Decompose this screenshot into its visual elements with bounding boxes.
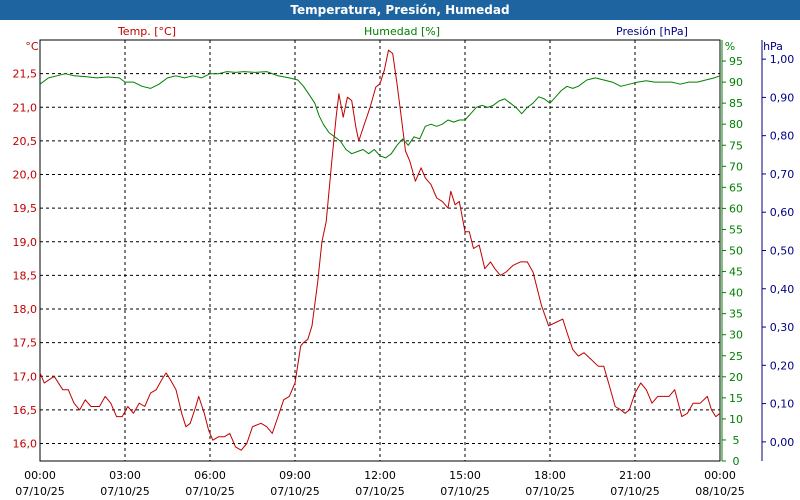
hum-tick-label: 40 (729, 287, 743, 300)
temp-tick-label: 18,5 (13, 269, 38, 282)
x-tick-time: 00:00 (24, 469, 56, 482)
hum-tick-label: 55 (729, 223, 743, 236)
hum-tick-label: 95 (729, 55, 743, 68)
pres-tick-label: 0,40 (770, 283, 795, 296)
pres-tick-label: 0,70 (770, 168, 795, 181)
x-tick-date: 07/10/25 (525, 485, 574, 498)
chart: 00:00 07/10/25 03:00 07/10/25 06:00 07/10/25 0… (13, 25, 795, 498)
hum-tick-label: 0 (733, 455, 740, 468)
hum-unit-label: % (725, 40, 735, 53)
x-tick-date: 08/10/25 (695, 485, 744, 498)
hum-tick-label: 20 (729, 371, 743, 384)
temp-series-label: Temp. [°C] (117, 25, 176, 38)
x-tick-time: 09:00 (279, 469, 311, 482)
pres-tick-label: 0,80 (770, 130, 795, 143)
hum-tick-label: 50 (729, 245, 743, 258)
x-tick-date: 07/10/25 (185, 485, 234, 498)
temp-tick-label: 20,0 (13, 169, 38, 182)
x-tick-date: 07/10/25 (440, 485, 489, 498)
window-title: Temperatura, Presión, Humedad (0, 0, 800, 20)
hum-tick-label: 60 (729, 202, 743, 215)
pres-tick-label: 1,00 (770, 53, 795, 66)
hum-tick-label: 35 (729, 308, 743, 321)
temp-tick-label: 18,0 (13, 303, 38, 316)
pres-tick-label: 0,10 (770, 398, 795, 411)
temp-tick-label: 21,5 (13, 68, 38, 81)
hum-tick-label: 90 (729, 76, 743, 89)
x-tick-time: 12:00 (364, 469, 396, 482)
temp-tick-label: 16,5 (13, 404, 38, 417)
hum-tick-label: 10 (729, 413, 743, 426)
x-tick-date: 07/10/25 (100, 485, 149, 498)
x-tick-time: 00:00 (704, 469, 736, 482)
x-tick-date: 07/10/25 (15, 485, 64, 498)
hum-tick-label: 65 (729, 181, 743, 194)
temp-tick-label: 20,5 (13, 135, 38, 148)
hum-tick-label: 45 (729, 266, 743, 279)
pres-tick-label: 0,00 (770, 436, 795, 449)
x-tick-time: 03:00 (109, 469, 141, 482)
x-tick-date: 07/10/25 (270, 485, 319, 498)
hum-tick-label: 15 (729, 392, 743, 405)
hum-tick-label: 30 (729, 329, 743, 342)
hum-tick-label: 80 (729, 118, 743, 131)
hum-tick-label: 75 (729, 139, 743, 152)
plot-frame (39, 39, 721, 462)
hum-series-line (39, 71, 721, 159)
x-tick-time: 15:00 (449, 469, 481, 482)
pres-series-label: Presión [hPa] (616, 25, 688, 38)
temp-tick-label: 17,0 (13, 370, 38, 383)
pres-tick-label: 0,60 (770, 206, 795, 219)
pres-tick-label: 0,20 (770, 359, 795, 372)
temp-tick-label: 16,0 (13, 438, 38, 451)
temp-unit-label: °C (25, 40, 39, 53)
hum-series-label: Humedad [%] (364, 25, 440, 38)
hum-tick-label: 85 (729, 97, 743, 110)
x-tick-time: 21:00 (619, 469, 651, 482)
temp-tick-label: 21,0 (13, 101, 38, 114)
temp-tick-label: 19,5 (13, 202, 38, 215)
x-tick-time: 06:00 (194, 469, 226, 482)
hum-tick-label: 70 (729, 160, 743, 173)
x-tick-time: 18:00 (534, 469, 566, 482)
x-tick-date: 07/10/25 (610, 485, 659, 498)
pres-unit-label: hPa (763, 40, 783, 53)
temp-tick-label: 19,0 (13, 236, 38, 249)
hum-tick-label: 25 (729, 350, 743, 363)
x-tick-date: 07/10/25 (355, 485, 404, 498)
temp-tick-label: 17,5 (13, 337, 38, 350)
pres-tick-label: 0,90 (770, 91, 795, 104)
hum-tick-label: 5 (733, 434, 740, 447)
pres-tick-label: 0,50 (770, 245, 795, 258)
pres-tick-label: 0,30 (770, 321, 795, 334)
temp-series-line (39, 49, 721, 451)
